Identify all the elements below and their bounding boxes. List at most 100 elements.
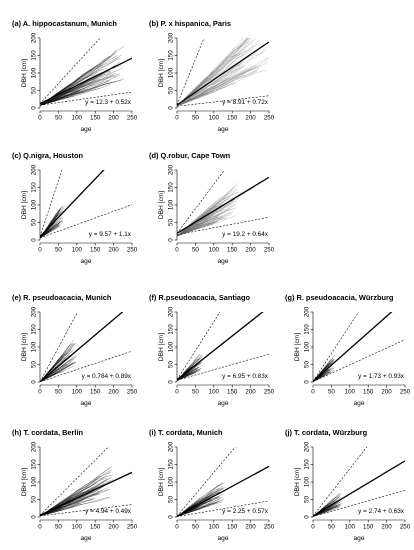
growth-curve	[40, 89, 87, 106]
data-layer	[313, 447, 405, 517]
x-tick-label: 100	[345, 389, 356, 396]
regression-equation: y = 9.57 + 1.1x	[89, 231, 132, 238]
growth-curve	[40, 230, 49, 239]
growth-curve	[40, 220, 64, 239]
growth-curve	[40, 342, 76, 382]
growth-curve	[177, 365, 198, 381]
y-tick-label: 100	[31, 67, 38, 78]
growth-curve	[40, 75, 117, 106]
x-tick-label: 50	[55, 115, 62, 122]
growth-curve	[177, 362, 201, 381]
x-tick-label: 0	[175, 247, 179, 254]
growth-curve	[40, 86, 97, 106]
y-tick-label: 150	[168, 324, 175, 335]
panel-title: (f) R.pseudoacacia, Santiago	[149, 293, 251, 302]
growth-curve	[177, 68, 241, 107]
regression-equation: y = 1.73 + 0.93x	[358, 373, 405, 380]
regression-line	[40, 170, 105, 238]
growth-curve	[40, 502, 79, 517]
x-tick-label: 200	[381, 524, 392, 531]
growth-curve	[313, 507, 334, 517]
y-tick-label: 200	[304, 306, 311, 317]
growth-curve	[40, 343, 77, 382]
growth-curve	[40, 80, 110, 106]
growth-curve	[40, 505, 66, 517]
growth-curve	[177, 38, 248, 107]
panel-10: (j) T. cordata, Würzburg 0 50 100 150 200 0 50 1…	[285, 428, 411, 542]
growth-curve	[177, 367, 200, 381]
growth-curve	[40, 56, 110, 106]
growth-curve	[177, 86, 227, 107]
growth-curve	[177, 213, 206, 237]
y-tick-label: 50	[31, 219, 38, 226]
growth-curve	[177, 94, 206, 107]
growth-curve	[177, 200, 221, 237]
x-tick-label: 100	[72, 524, 83, 531]
growth-curve	[177, 496, 220, 517]
lower-bound-line	[313, 489, 405, 517]
y-tick-label: 0	[304, 380, 311, 384]
growth-curve	[177, 191, 236, 237]
growth-curve	[40, 79, 96, 106]
growth-curve	[40, 503, 71, 517]
growth-curve	[177, 62, 268, 107]
growth-curve	[177, 57, 269, 107]
y-tick-label: 200	[31, 441, 38, 452]
growth-curve	[40, 477, 104, 517]
growth-curve	[40, 49, 117, 106]
regression-equation: y = 19.2 + 0.64x	[222, 231, 269, 238]
growth-curve	[40, 489, 103, 517]
growth-curve	[40, 228, 50, 239]
growth-curve	[177, 195, 227, 237]
growth-curve	[40, 53, 116, 106]
growth-curve	[177, 215, 219, 237]
growth-curve	[40, 227, 59, 239]
x-tick-label: 250	[127, 389, 138, 396]
growth-curve	[177, 68, 248, 107]
growth-curve	[40, 228, 50, 239]
growth-curve	[177, 204, 217, 237]
growth-curve	[177, 214, 214, 237]
y-tick-label: 50	[168, 361, 175, 368]
panel-5: (e) R. pseudoacacia, Munich 0 50 100 150 200 0…	[12, 293, 138, 407]
growth-curve	[177, 368, 202, 381]
growth-curve	[177, 214, 221, 237]
growth-curve	[177, 363, 201, 381]
growth-curve	[40, 221, 57, 239]
y-tick-label: 100	[304, 476, 311, 487]
growth-curve	[177, 216, 219, 237]
x-axis-label: age	[80, 126, 91, 133]
x-tick-label: 100	[72, 247, 83, 254]
growth-curve	[177, 217, 211, 237]
x-tick-label: 250	[400, 524, 411, 531]
growth-curve	[40, 73, 120, 106]
y-axis-label: DBH [cm]	[158, 191, 165, 219]
upper-bound-line	[177, 312, 221, 380]
growth-curve	[40, 491, 100, 517]
growth-curve	[177, 499, 224, 517]
y-axis-label: DBH [cm]	[158, 468, 165, 496]
growth-curve	[177, 51, 265, 107]
growth-curve	[313, 509, 333, 517]
x-tick-label: 250	[264, 389, 275, 396]
growth-curve	[177, 61, 243, 107]
growth-curve	[313, 508, 331, 517]
x-axis-label: age	[217, 258, 228, 265]
growth-curve	[40, 90, 72, 106]
growth-curve	[40, 508, 62, 517]
y-tick-label: 200	[31, 32, 38, 43]
growth-curve	[40, 72, 116, 106]
y-tick-label: 150	[168, 182, 175, 193]
growth-curve	[177, 373, 188, 381]
growth-curve	[313, 504, 340, 517]
x-tick-label: 150	[227, 389, 238, 396]
growth-curve	[40, 94, 67, 106]
growth-curve	[177, 65, 245, 107]
growth-curve	[40, 488, 110, 517]
growth-curve	[40, 357, 76, 382]
y-tick-label: 100	[31, 199, 38, 210]
growth-curve	[40, 355, 64, 382]
growth-curve	[177, 191, 239, 237]
panel-title: (h) T. cordata, Berlin	[12, 428, 84, 437]
growth-curve	[177, 45, 245, 107]
